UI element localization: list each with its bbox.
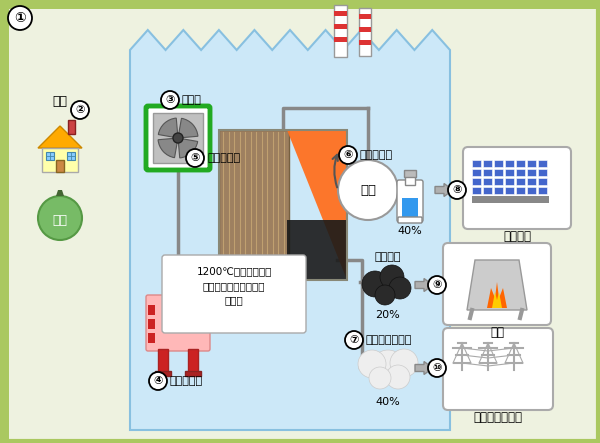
Circle shape: [161, 91, 179, 109]
Bar: [148, 305, 155, 315]
Bar: [148, 333, 155, 343]
Circle shape: [358, 350, 386, 378]
Text: 発電などに利用: 発電などに利用: [473, 411, 523, 424]
Bar: [516, 169, 525, 176]
Circle shape: [8, 6, 32, 30]
Bar: [188, 349, 198, 373]
Text: 炭化水素油: 炭化水素油: [360, 150, 393, 160]
Text: コークス炉: コークス炉: [207, 153, 240, 163]
Text: ⑨: ⑨: [433, 280, 442, 290]
Circle shape: [375, 285, 395, 305]
Bar: [527, 169, 536, 176]
Circle shape: [149, 372, 167, 390]
Bar: [505, 178, 514, 185]
Bar: [483, 187, 492, 194]
Circle shape: [390, 349, 418, 377]
FancyBboxPatch shape: [146, 106, 210, 170]
Text: 40%: 40%: [376, 397, 400, 407]
Polygon shape: [467, 260, 527, 310]
Polygon shape: [38, 126, 82, 148]
Text: コークス: コークス: [375, 252, 401, 262]
Polygon shape: [487, 282, 507, 308]
Bar: [472, 196, 549, 203]
Bar: [359, 8, 371, 56]
FancyBboxPatch shape: [463, 147, 571, 229]
Circle shape: [38, 196, 82, 240]
FancyBboxPatch shape: [443, 328, 553, 410]
Bar: [68, 120, 75, 134]
Bar: [472, 160, 481, 167]
Circle shape: [428, 276, 446, 294]
Bar: [538, 178, 547, 185]
Bar: [219, 130, 347, 280]
Circle shape: [186, 149, 204, 167]
Polygon shape: [287, 220, 347, 280]
Bar: [483, 178, 492, 185]
Bar: [472, 178, 481, 185]
FancyBboxPatch shape: [162, 255, 306, 333]
Polygon shape: [492, 292, 502, 308]
FancyBboxPatch shape: [398, 217, 422, 223]
Bar: [527, 160, 536, 167]
FancyArrow shape: [415, 361, 433, 374]
Bar: [483, 160, 492, 167]
Bar: [516, 160, 525, 167]
Bar: [46, 152, 54, 160]
FancyBboxPatch shape: [146, 295, 210, 351]
Bar: [404, 170, 416, 177]
Bar: [2, 2, 598, 9]
FancyArrow shape: [415, 279, 433, 291]
Bar: [334, 24, 347, 29]
Text: ④: ④: [154, 376, 163, 386]
Text: ②: ②: [76, 105, 85, 115]
Text: 化成工場: 化成工場: [503, 230, 531, 243]
Bar: [2, 2, 9, 441]
Text: ⑦: ⑦: [349, 335, 359, 345]
Circle shape: [173, 133, 183, 143]
Bar: [359, 14, 371, 19]
FancyBboxPatch shape: [443, 243, 551, 325]
Circle shape: [163, 311, 175, 323]
Circle shape: [339, 146, 357, 164]
Wedge shape: [178, 118, 198, 138]
Bar: [472, 169, 481, 176]
Bar: [516, 187, 525, 194]
Text: ⑤: ⑤: [190, 153, 200, 163]
Circle shape: [389, 277, 411, 299]
Text: ごみ: ごみ: [53, 214, 67, 226]
Bar: [148, 319, 155, 329]
Circle shape: [380, 265, 404, 289]
Circle shape: [369, 367, 391, 389]
Bar: [516, 178, 525, 185]
Text: ⑩: ⑩: [433, 363, 442, 373]
Polygon shape: [287, 130, 347, 280]
Wedge shape: [158, 138, 178, 158]
Text: ③: ③: [166, 95, 175, 105]
Bar: [158, 349, 168, 373]
Bar: [359, 40, 371, 45]
Circle shape: [338, 160, 398, 220]
Bar: [538, 187, 547, 194]
Circle shape: [71, 101, 89, 119]
Bar: [494, 178, 503, 185]
Bar: [472, 187, 481, 194]
Bar: [494, 169, 503, 176]
Text: 家庭: 家庭: [53, 95, 67, 108]
Text: 40%: 40%: [398, 226, 422, 236]
Bar: [505, 187, 514, 194]
Text: 石炭: 石炭: [360, 183, 376, 197]
Bar: [56, 160, 64, 172]
Text: 破砕機: 破砕機: [182, 95, 202, 105]
Polygon shape: [56, 190, 64, 196]
Bar: [219, 130, 289, 280]
Wedge shape: [178, 138, 197, 158]
Bar: [334, 11, 347, 16]
Bar: [527, 178, 536, 185]
Circle shape: [428, 359, 446, 377]
Text: ①: ①: [14, 11, 26, 25]
Wedge shape: [158, 118, 178, 138]
Circle shape: [448, 181, 466, 199]
Circle shape: [371, 350, 405, 384]
Bar: [494, 160, 503, 167]
